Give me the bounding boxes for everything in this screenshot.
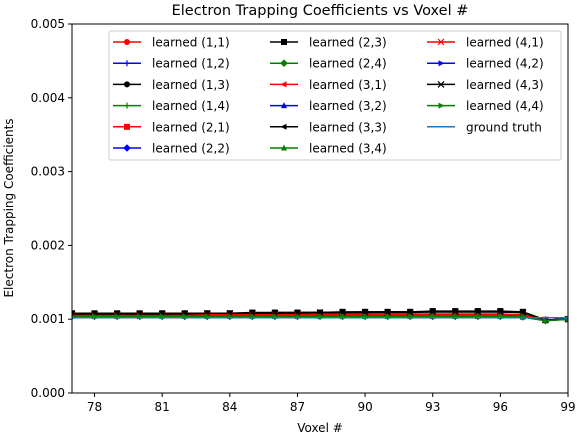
legend-swatch-marker [124,81,130,88]
legend-label: learned (2,3) [309,36,387,50]
legend: learned (1,1) learned (1,2) learned (1,3) l… [108,30,562,161]
x-tick-label: 87 [290,400,305,414]
data-point-16-98 [542,317,549,324]
legend-entry-12: learned (3,4) [270,142,387,156]
x-tick-label: 78 [87,400,102,414]
legend-label: learned (3,3) [309,120,387,134]
legend-entry-4: learned (1,4) [113,99,230,113]
y-tick-label: 0.003 [31,165,65,179]
legend-entry-8: learned (2,4) [270,57,387,71]
legend-entry-9: learned (3,1) [270,78,387,92]
legend-entry-15: learned (4,3) [427,78,544,92]
legend-label: learned (4,3) [466,78,544,92]
legend-label: learned (4,2) [466,57,544,71]
legend-swatch-marker [123,144,131,152]
legend-swatch-marker [280,81,287,88]
legend-entry-1: learned (1,1) [113,36,230,50]
series-layer [72,308,568,325]
legend-entry-5: learned (2,1) [113,120,230,134]
legend-label: learned (2,4) [309,57,387,71]
chart-title: Electron Trapping Coefficients vs Voxel … [172,3,469,19]
x-tick-label: 99 [560,400,575,414]
legend-label: learned (3,4) [309,142,387,156]
y-tick-label: 0.004 [31,91,65,105]
legend-swatch-marker [124,102,130,109]
x-tick-label: 93 [425,400,440,414]
legend-swatch-marker [124,60,130,67]
legend-swatch-marker [281,144,287,151]
legend-swatch-marker [281,102,287,109]
series-15 [72,308,568,324]
legend-entry-14: learned (4,2) [427,57,544,71]
x-tick-label: 90 [357,400,372,414]
legend-entry-11: learned (3,3) [270,120,387,134]
legend-label: learned (1,3) [152,78,230,92]
legend-entry-3: learned (1,3) [113,78,230,92]
legend-swatch-marker [438,60,445,67]
y-tick-label: 0.005 [31,17,65,31]
plot-frame [71,23,569,394]
legend-label: learned (2,2) [152,142,230,156]
legend-label: learned (3,2) [309,99,387,113]
legend-label: learned (4,4) [466,99,544,113]
legend-entry-6: learned (2,2) [113,142,230,156]
x-tick-label: 81 [155,400,170,414]
legend-label: learned (3,1) [309,78,387,92]
legend-label: learned (1,2) [152,57,230,71]
x-tick-label: 84 [222,400,237,414]
legend-swatch-marker [438,102,445,109]
y-tick-label: 0.000 [31,386,65,400]
legend-label: ground truth [466,120,542,134]
x-tick-label: 96 [493,400,508,414]
legend-entry-10: learned (3,2) [270,99,387,113]
legend-entry-13: learned (4,1) [427,36,544,50]
y-tick-label: 0.001 [31,312,65,326]
x-axis-label: Voxel # [297,421,343,435]
legend-swatch-marker [124,39,130,45]
legend-entry-16: learned (4,4) [427,99,544,113]
y-tick-label: 0.002 [31,238,65,252]
legend-swatch-marker [280,59,288,67]
legend-label: learned (1,1) [152,36,230,50]
legend-swatch-marker [280,123,287,130]
legend-label: learned (1,4) [152,99,230,113]
legend-entry-17: ground truth [427,120,542,134]
legend-entry-7: learned (2,3) [270,36,387,50]
ticks-layer: 78 81 84 87 90 93 96 99 0.000 0.001 0.002 0.003 0.00… [31,17,576,414]
legend-entry-2: learned (1,2) [113,57,230,71]
legend-swatch-marker [437,38,445,46]
legend-swatch-marker [281,39,287,45]
y-axis-label: Electron Trapping Coefficients [2,118,16,297]
legend-swatch-marker [124,123,130,130]
legend-label: learned (2,1) [152,120,230,134]
legend-swatch-marker [437,80,445,88]
legend-label: learned (4,1) [466,36,544,50]
